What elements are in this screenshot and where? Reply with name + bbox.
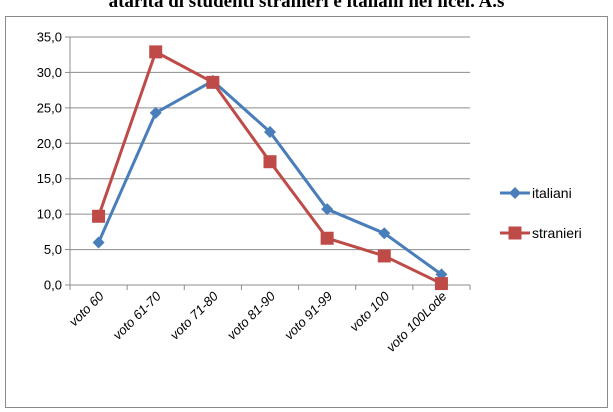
data-point [263,155,277,169]
y-tick-label: 30,0 [37,65,62,80]
data-point [377,249,391,263]
legend-label: italiani [532,185,572,201]
x-tick-label: voto 81-90 [224,288,279,343]
chart-frame [5,16,608,408]
data-point [92,209,106,223]
y-axis-ticks: 0,0 5,0 10,0 15,0 20,0 25,0 30,0 35,0 [37,30,70,293]
legend: italiani stranieri [500,185,582,241]
x-tick-label: voto 91-99 [281,289,335,343]
x-axis-ticks: voto 60 voto 61-70 voto 71-80 voto 81-90 vot… [66,285,471,355]
data-point [378,227,391,240]
x-tick-label: voto 100Lode [383,289,449,355]
axes [69,37,470,286]
y-tick-label: 15,0 [37,171,62,186]
legend-entry: stranieri [500,225,582,241]
y-tick-label: 35,0 [37,30,62,45]
y-tick-label: 0,0 [44,278,62,293]
legend-entry: italiani [500,185,572,201]
x-tick-label: voto 71-80 [167,288,222,343]
series-layer [92,45,448,291]
chart-caption: atarità di studenti stranieri e italiani… [108,0,505,12]
series-stranieri [92,45,448,291]
y-tick-label: 20,0 [37,136,62,151]
data-point [321,203,334,216]
series-line [97,79,443,276]
y-tick-label: 25,0 [37,100,62,115]
legend-label: stranieri [532,225,582,241]
data-point [264,125,276,138]
x-tick-label: voto 61-70 [110,288,165,343]
data-point [149,45,163,59]
data-point [206,75,220,89]
y-tick-label: 5,0 [44,242,62,257]
y-tick-label: 10,0 [37,207,62,222]
data-point [320,231,334,245]
data-point [509,187,521,199]
x-tick-label: voto 100 [347,288,393,334]
data-point [434,277,448,291]
gridlines [70,36,470,251]
data-point [92,236,105,249]
data-point [508,226,522,240]
x-tick-label: voto 60 [66,288,107,329]
data-point [149,106,162,119]
